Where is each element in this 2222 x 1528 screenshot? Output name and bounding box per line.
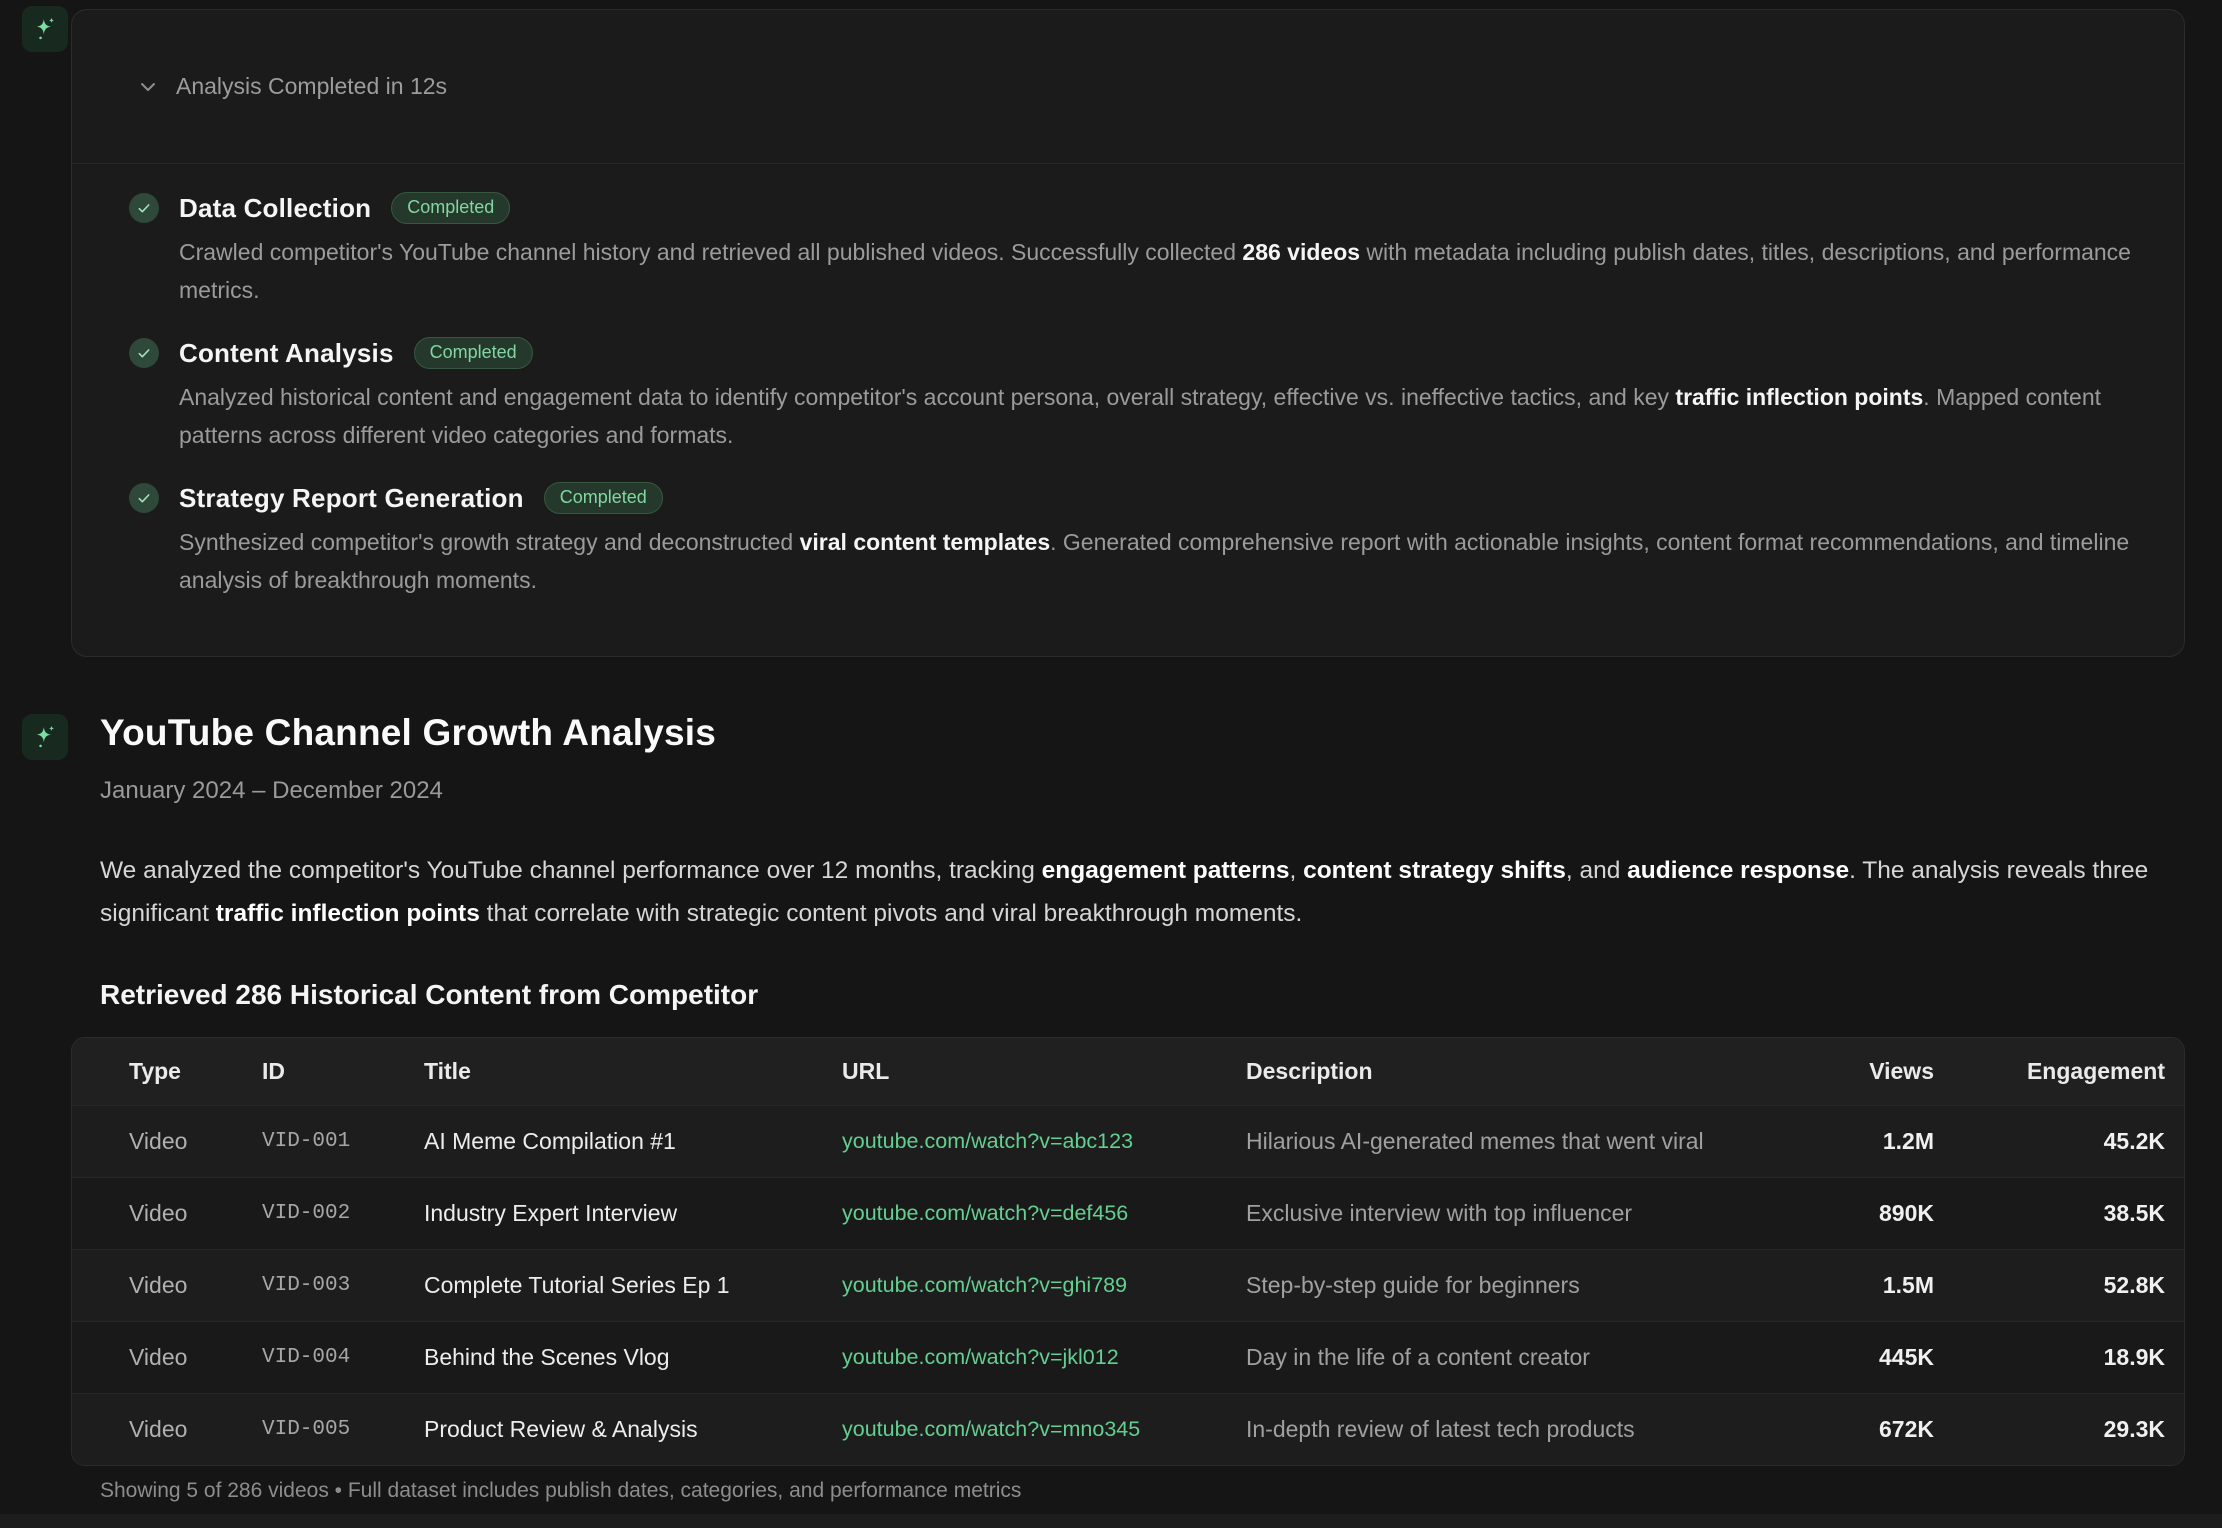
col-header-title: Title — [424, 1057, 471, 1084]
cell-description: Hilarious AI-generated memes that went v… — [1246, 1127, 1704, 1154]
cell-type: Video — [129, 1127, 188, 1154]
cell-id: VID-001 — [262, 1129, 351, 1153]
video-link[interactable]: youtube.com/watch?v=abc123 — [842, 1128, 1134, 1153]
cell-views: 1.5M — [1882, 1271, 1934, 1298]
cell-description: Exclusive interview with top influencer — [1246, 1199, 1633, 1226]
analysis-steps: Data Collection Completed Crawled compet… — [72, 164, 2184, 599]
analysis-panel-toggle[interactable]: Analysis Completed in 12s — [72, 10, 2184, 164]
video-table: Type ID Title URL Description Views Enga… — [71, 1037, 2185, 1466]
step-data-collection: Data Collection Completed Crawled compet… — [129, 191, 2131, 309]
status-badge: Completed — [413, 336, 533, 370]
assistant-sparkle-icon — [22, 6, 68, 52]
cell-id: VID-004 — [262, 1345, 351, 1369]
cell-title: Behind the Scenes Vlog — [424, 1343, 670, 1370]
table-header-row: Type ID Title URL Description Views Enga… — [72, 1038, 2184, 1105]
sparkle-icon — [36, 725, 55, 748]
step-description: Synthesized competitor's growth strategy… — [179, 529, 2130, 593]
table-row: Video VID-003 Complete Tutorial Series E… — [72, 1249, 2184, 1321]
cell-engagement: 52.8K — [2103, 1271, 2165, 1298]
step-title: Strategy Report Generation — [179, 482, 524, 513]
cell-engagement: 29.3K — [2103, 1415, 2165, 1442]
cell-type: Video — [129, 1271, 188, 1298]
step-title: Content Analysis — [179, 337, 394, 368]
video-link[interactable]: youtube.com/watch?v=def456 — [842, 1200, 1129, 1225]
col-header-id: ID — [262, 1057, 285, 1084]
cell-id: VID-003 — [262, 1273, 351, 1297]
sparkle-icon — [36, 17, 55, 40]
status-badge: Completed — [391, 191, 511, 225]
table-row: Video VID-004 Behind the Scenes Vlog you… — [72, 1321, 2184, 1393]
col-header-url: URL — [842, 1057, 890, 1084]
cell-engagement: 18.9K — [2103, 1343, 2165, 1370]
cell-title: Industry Expert Interview — [424, 1199, 678, 1226]
col-header-type: Type — [129, 1057, 181, 1084]
cell-description: Step-by-step guide for beginners — [1246, 1271, 1580, 1298]
cell-url: youtube.com/watch?v=def456 — [842, 1177, 1246, 1249]
video-link[interactable]: youtube.com/watch?v=jkl012 — [842, 1344, 1119, 1369]
report-intro: We analyzed the competitor's YouTube cha… — [100, 857, 2149, 927]
table-row: Video VID-002 Industry Expert Interview … — [72, 1177, 2184, 1249]
cell-id: VID-002 — [262, 1201, 351, 1225]
cell-title: Complete Tutorial Series Ep 1 — [424, 1271, 730, 1298]
cell-engagement: 45.2K — [2103, 1127, 2165, 1154]
table-row: Video VID-005 Product Review & Analysis … — [72, 1393, 2184, 1465]
step-title: Data Collection — [179, 192, 372, 223]
cell-views: 1.2M — [1882, 1127, 1934, 1154]
cell-id: VID-005 — [262, 1417, 351, 1441]
col-header-views: Views — [1869, 1057, 1934, 1084]
check-circle-icon — [129, 193, 159, 223]
cell-description: In-depth review of latest tech products — [1246, 1415, 1635, 1442]
cell-url: youtube.com/watch?v=mno345 — [842, 1393, 1246, 1465]
video-table-body: Video VID-001 AI Meme Compilation #1 you… — [72, 1105, 2184, 1465]
section-heading: Retrieved 286 Historical Content from Co… — [100, 979, 759, 1010]
page-title: YouTube Channel Growth Analysis — [100, 712, 717, 753]
step-strategy-report: Strategy Report Generation Completed Syn… — [129, 481, 2129, 599]
video-link[interactable]: youtube.com/watch?v=mno345 — [842, 1416, 1141, 1441]
cell-engagement: 38.5K — [2103, 1199, 2165, 1226]
table-row: Video VID-001 AI Meme Compilation #1 you… — [72, 1105, 2184, 1177]
cell-type: Video — [129, 1199, 188, 1226]
table-footer-note: Showing 5 of 286 videos • Full dataset i… — [100, 1479, 1022, 1502]
video-link[interactable]: youtube.com/watch?v=ghi789 — [842, 1272, 1128, 1297]
assistant-sparkle-icon — [22, 714, 68, 760]
cell-views: 890K — [1879, 1199, 1934, 1226]
check-circle-icon — [129, 483, 159, 513]
col-header-engagement: Engagement — [2026, 1057, 2165, 1084]
step-description: Crawled competitor's YouTube channel his… — [179, 239, 2131, 303]
cell-description: Day in the life of a content creator — [1246, 1343, 1590, 1370]
check-circle-icon — [129, 338, 159, 368]
cell-type: Video — [129, 1415, 188, 1442]
cell-url: youtube.com/watch?v=ghi789 — [842, 1249, 1246, 1321]
cell-type: Video — [129, 1343, 188, 1370]
step-content-analysis: Content Analysis Completed Analyzed hist… — [129, 336, 2124, 454]
cell-views: 445K — [1879, 1343, 1934, 1370]
next-section-edge — [0, 1514, 2222, 1528]
cell-url: youtube.com/watch?v=jkl012 — [842, 1321, 1246, 1393]
step-description: Analyzed historical content and engageme… — [179, 384, 2102, 448]
cell-url: youtube.com/watch?v=abc123 — [842, 1105, 1246, 1177]
status-badge: Completed — [543, 481, 663, 515]
analysis-panel: Analysis Completed in 12s Data Collectio… — [71, 9, 2185, 657]
analysis-panel-title: Analysis Completed in 12s — [176, 73, 448, 99]
cell-title: Product Review & Analysis — [424, 1415, 698, 1442]
cell-title: AI Meme Compilation #1 — [424, 1127, 676, 1154]
col-header-description: Description — [1246, 1057, 1373, 1084]
chevron-down-icon — [141, 82, 155, 91]
cell-views: 672K — [1879, 1415, 1934, 1442]
report-date-range: January 2024 – December 2024 — [100, 777, 443, 804]
